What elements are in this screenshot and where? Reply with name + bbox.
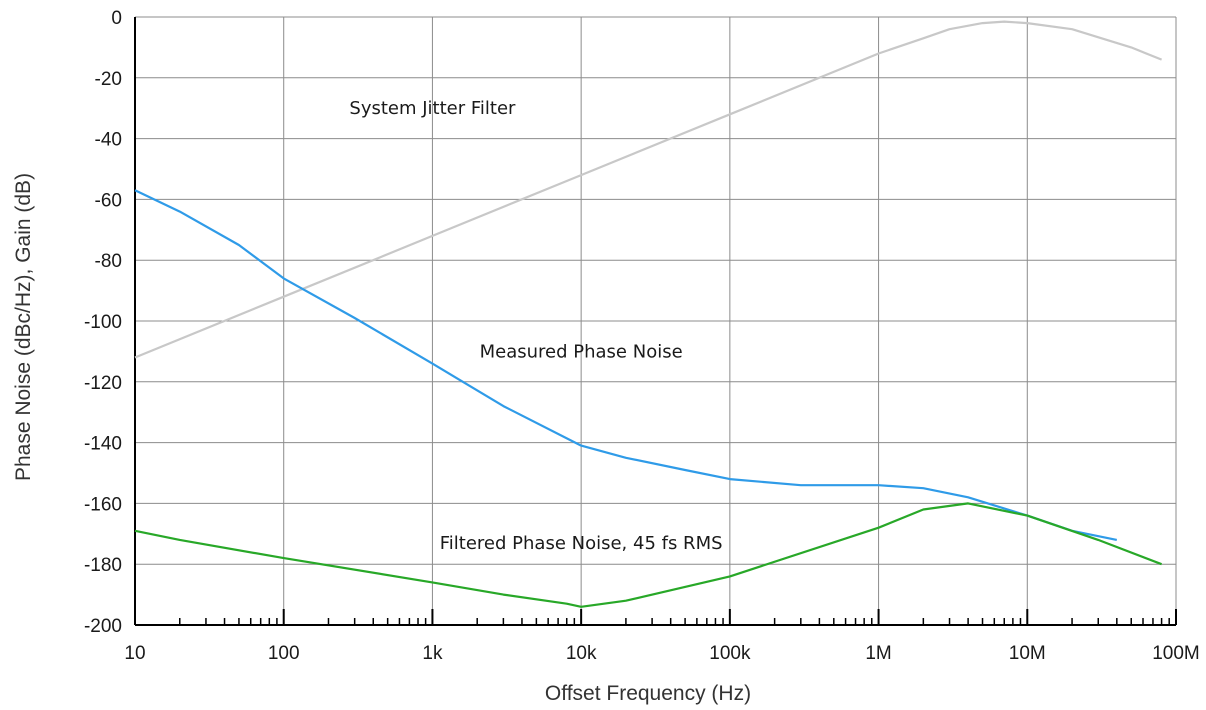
axes xyxy=(134,17,1177,626)
y-tick-label: -180 xyxy=(84,555,122,576)
series-lines xyxy=(134,20,1163,608)
y-tick-label: -160 xyxy=(84,494,122,515)
annotations: System Jitter Filter Measured Phase Noise… xyxy=(349,98,722,554)
x-tick-label: 100M xyxy=(1152,643,1200,664)
x-axis-title: Offset Frequency (Hz) xyxy=(545,682,751,705)
series-line-measured-phase-noise xyxy=(134,189,1118,541)
series-line-filtered-phase-noise-45-fs-rms xyxy=(134,502,1162,608)
series-line-system-jitter-filter xyxy=(134,20,1163,359)
y-tick-label: -100 xyxy=(84,312,122,333)
series-annotation: System Jitter Filter xyxy=(349,98,516,119)
y-tick-label: -80 xyxy=(95,251,122,272)
series-annotation: Measured Phase Noise xyxy=(480,341,683,362)
series-annotation: Filtered Phase Noise, 45 fs RMS xyxy=(440,533,723,554)
y-tick-label: 0 xyxy=(111,8,122,29)
y-tick-label: -20 xyxy=(95,69,122,90)
y-tick-label: -60 xyxy=(95,190,122,211)
y-tick-label: -40 xyxy=(95,130,122,151)
x-tick-label: 100 xyxy=(268,643,300,664)
x-tick-label: 10k xyxy=(566,643,597,664)
x-tick-label: 10 xyxy=(124,643,145,664)
y-tick-label: -120 xyxy=(84,373,122,394)
x-tick-label: 1k xyxy=(422,643,443,664)
x-tick-label: 100k xyxy=(709,643,751,664)
y-tick-label: -140 xyxy=(84,434,122,455)
y-axis-title: Phase Noise (dBc/Hz), Gain (dB) xyxy=(12,173,35,481)
x-tick-label: 1M xyxy=(865,643,891,664)
tick-labels: 10 100 1k 10k 100k 1M 10M 100M 0 -20 -40 -60 -80 -100… xyxy=(84,8,1200,664)
x-tick-label: 10M xyxy=(1009,643,1046,664)
y-tick-label: -200 xyxy=(84,616,122,637)
